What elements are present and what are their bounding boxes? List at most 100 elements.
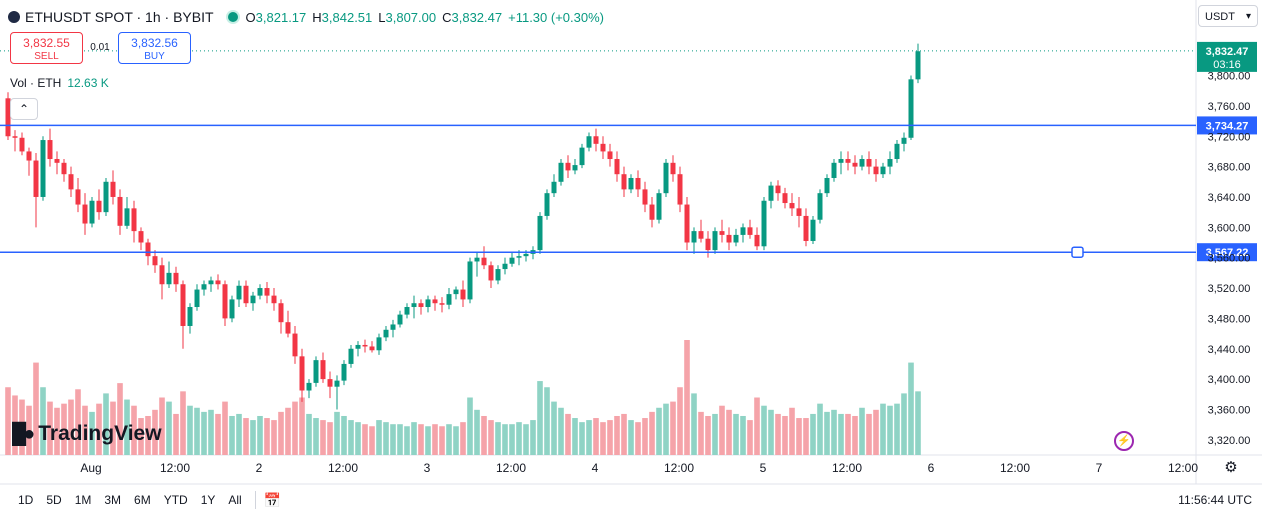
candle-body	[747, 227, 753, 235]
candle-body	[635, 177, 641, 190]
tradingview-logo-icon: █●	[12, 422, 35, 445]
candle-body	[166, 272, 172, 285]
volume-bar	[404, 426, 410, 455]
candle-countdown-label: 03:16	[1213, 59, 1241, 71]
volume-bar	[68, 399, 74, 455]
range-1d[interactable]: 1D	[18, 493, 34, 507]
candle-body	[327, 379, 333, 387]
calendar-goto-icon[interactable]: 📅	[263, 491, 282, 508]
sell-button[interactable]: 3,832.55 SELL	[10, 32, 83, 64]
volume-bar	[831, 409, 837, 455]
candle-body	[544, 193, 550, 216]
volume-bar	[824, 411, 830, 455]
volume-bar	[467, 397, 473, 455]
chevron-down-icon: ▾	[1245, 11, 1251, 22]
volume-bar	[236, 413, 242, 455]
volume-bar	[383, 422, 389, 455]
candle-body	[824, 177, 830, 194]
volume-bar	[103, 393, 109, 455]
volume-bar	[418, 424, 424, 455]
volume-bar	[131, 405, 137, 455]
volume-bar	[453, 426, 459, 455]
horizontal-line-price-tag	[1197, 116, 1257, 135]
volume-bar	[747, 420, 753, 455]
gear-icon[interactable]: ⚙	[1224, 459, 1238, 476]
horizontal-line-price-label: 3,734.27	[1206, 120, 1249, 132]
candle-body	[789, 203, 795, 209]
buy-button[interactable]: 3,832.56 BUY	[118, 32, 191, 64]
volume-bar	[194, 407, 200, 455]
close-value: 3,832.47	[451, 9, 503, 25]
candle-body	[180, 284, 186, 326]
candle-body	[803, 215, 809, 241]
y-tick-label: 3,400.00	[1208, 374, 1251, 386]
range-all[interactable]: All	[228, 493, 242, 507]
candle-body	[593, 136, 599, 144]
candle-body	[355, 344, 361, 349]
volume-bar	[47, 401, 53, 455]
volume-bar	[782, 415, 788, 455]
volume-bar	[40, 387, 46, 455]
volume-bar	[677, 387, 683, 455]
range-3m[interactable]: 3M	[104, 493, 122, 507]
volume-bar	[803, 418, 809, 455]
volume-bar	[845, 413, 851, 455]
candle-body	[418, 303, 424, 308]
horizontal-line-price-tag	[1197, 243, 1257, 262]
currency-select[interactable]: USDT ▾	[1198, 5, 1258, 27]
volume-bar	[789, 407, 795, 455]
candle-body	[880, 166, 886, 175]
range-1y[interactable]: 1Y	[200, 493, 216, 507]
range-ytd[interactable]: YTD	[163, 493, 188, 507]
candle-body	[726, 234, 732, 243]
range-5d[interactable]: 5D	[46, 493, 62, 507]
candle-body	[607, 151, 613, 160]
volume-bar	[621, 413, 627, 455]
candle-body	[852, 162, 858, 167]
candle-body	[810, 219, 816, 241]
candle-body	[208, 280, 214, 285]
x-tick-label: 12:00	[664, 461, 694, 475]
candle-body	[89, 200, 95, 224]
candle-body	[621, 174, 627, 190]
tradingview-logo[interactable]: █● TradingView	[12, 421, 162, 447]
volume-bar	[915, 391, 921, 455]
volume-bar	[838, 413, 844, 455]
candle-body	[432, 299, 438, 304]
candle-body	[285, 322, 291, 334]
utc-clock[interactable]: 11:56:44 UTC	[1178, 493, 1252, 507]
x-tick-label: 4	[592, 461, 599, 475]
candle-body	[117, 196, 123, 226]
candle-body	[733, 234, 739, 243]
volume-bar	[369, 426, 375, 455]
candle-body	[516, 256, 522, 258]
spread-value: 0.01	[90, 42, 110, 53]
candle-body	[831, 162, 837, 178]
volume-bar	[908, 362, 914, 455]
volume-bar	[656, 407, 662, 455]
range-6m[interactable]: 6M	[134, 493, 151, 507]
sell-price: 3,832.55	[23, 36, 70, 50]
volume-bar	[712, 413, 718, 455]
candle-body	[215, 280, 221, 285]
candle-body	[341, 363, 347, 381]
chevron-up-icon[interactable]: ⌃	[10, 98, 38, 120]
x-tick-label: 6	[928, 461, 935, 475]
candle-body	[138, 231, 144, 243]
y-tick-label: 3,440.00	[1208, 344, 1251, 356]
high-label: H	[312, 9, 322, 25]
candle-body	[796, 208, 802, 216]
volume-bar	[852, 415, 858, 455]
candle-body	[761, 200, 767, 247]
range-1m[interactable]: 1M	[74, 493, 92, 507]
volume-bar	[523, 424, 529, 455]
candle-body	[670, 162, 676, 175]
volume-legend-label: Vol · ETH	[10, 76, 62, 90]
lightning-icon[interactable]: ⚡	[1114, 431, 1134, 451]
symbol-title[interactable]: ETHUSDT SPOT · 1h · BYBIT	[25, 9, 214, 25]
candle-body	[194, 289, 200, 308]
y-tick-label: 3,760.00	[1208, 101, 1251, 113]
volume-bar	[460, 422, 466, 455]
volume-bar	[439, 426, 445, 455]
